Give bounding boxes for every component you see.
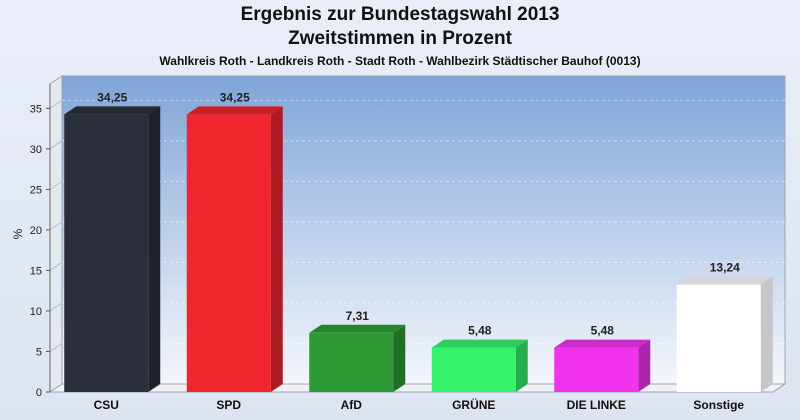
gridline-side xyxy=(49,302,63,312)
y-tick-label: 20 xyxy=(30,225,42,237)
data-label: 5,48 xyxy=(468,324,492,338)
x-tick-label: AfD xyxy=(341,398,363,412)
bar-front xyxy=(431,347,516,392)
bar-die-linke xyxy=(554,339,651,392)
bar-grüne xyxy=(431,339,528,392)
y-tick-label: 15 xyxy=(30,265,42,277)
bar-front xyxy=(309,332,394,392)
chart-location: Wahlkreis Roth - Landkreis Roth - Stadt … xyxy=(159,54,641,68)
data-label: 7,31 xyxy=(346,309,370,323)
y-axis-label: % xyxy=(11,228,25,239)
bar-csu xyxy=(64,106,161,392)
data-label: 13,24 xyxy=(710,261,740,275)
plot-area xyxy=(61,75,786,385)
bar-side xyxy=(638,339,651,392)
data-label: 34,25 xyxy=(220,90,250,104)
y-tick-label: 5 xyxy=(36,346,42,358)
y-tick-label: 10 xyxy=(30,306,42,318)
bar-front xyxy=(554,347,639,392)
bar-front xyxy=(676,284,761,392)
gridline-side xyxy=(49,221,63,231)
x-tick-label: CSU xyxy=(94,398,119,412)
bar-side xyxy=(515,339,528,392)
chart-subtitle: Zweitstimmen in Prozent xyxy=(288,28,512,49)
bar-top xyxy=(554,339,651,348)
bar-top xyxy=(431,339,528,348)
bar-top xyxy=(64,106,161,115)
data-label: 34,25 xyxy=(97,90,127,104)
x-tick-label: SPD xyxy=(216,398,241,412)
bar-spd xyxy=(186,106,283,392)
bar-top xyxy=(676,276,773,285)
x-tick-label: GRÜNE xyxy=(452,397,495,412)
y-tick-label: 35 xyxy=(30,103,42,115)
bar-side xyxy=(760,276,773,392)
bar-top xyxy=(309,324,406,333)
gridline-side xyxy=(49,262,63,271)
chart-title: Ergebnis zur Bundestagswahl 2013 xyxy=(240,4,560,25)
bar-side xyxy=(270,106,283,392)
gridline-side xyxy=(49,343,63,352)
bar-sonstige xyxy=(676,276,773,392)
y-tick-label: 0 xyxy=(36,387,42,399)
floor xyxy=(48,383,787,393)
gridline-side xyxy=(49,99,63,109)
bar-front xyxy=(186,114,271,392)
gridline-side xyxy=(49,140,63,150)
x-tick-label: DIE LINKE xyxy=(567,398,626,412)
bar-afd xyxy=(309,324,406,392)
gridline-side xyxy=(49,180,63,190)
data-label: 5,48 xyxy=(591,324,615,338)
bar-side xyxy=(393,324,406,392)
y-tick-label: 30 xyxy=(30,144,42,156)
x-tick-label: Sonstige xyxy=(693,398,744,412)
bar-top xyxy=(186,106,283,115)
bar-side xyxy=(148,106,161,392)
bar-front xyxy=(64,114,149,392)
y-tick-label: 25 xyxy=(30,184,42,196)
